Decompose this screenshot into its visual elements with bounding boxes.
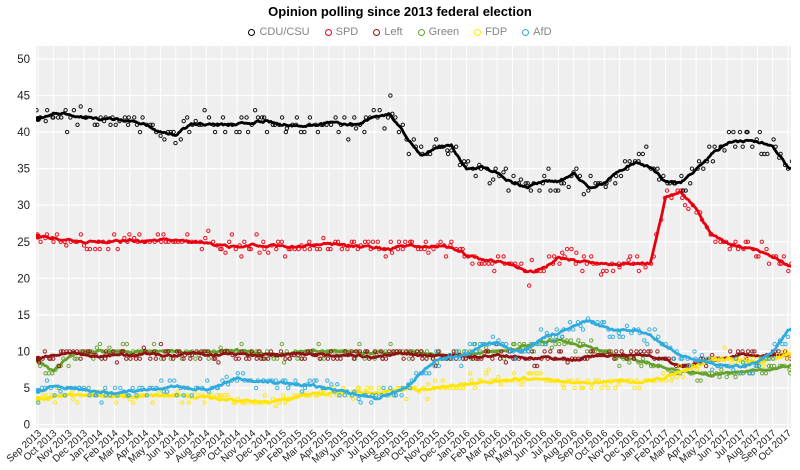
election-result-dot bbox=[36, 233, 41, 240]
legend-label: SPD bbox=[335, 26, 359, 38]
election-result-dot bbox=[36, 355, 41, 362]
election-result-dot bbox=[36, 387, 41, 394]
legend-marker-icon bbox=[522, 28, 530, 36]
y-tick-label: 25 bbox=[17, 237, 30, 249]
y-tick-label: 30 bbox=[17, 200, 30, 212]
legend-label: Left bbox=[384, 26, 403, 38]
y-tick-label: 10 bbox=[17, 346, 30, 358]
y-tick-label: 40 bbox=[17, 127, 30, 139]
legend-marker-icon bbox=[417, 28, 425, 36]
legend-label: FDP bbox=[485, 26, 508, 38]
series-spd bbox=[36, 181, 791, 288]
y-tick-label: 0 bbox=[24, 420, 30, 432]
legend-item-spd: SPD bbox=[324, 26, 359, 38]
y-tick-label: 50 bbox=[17, 54, 30, 66]
legend: CDU/CSU SPD Left Green FDP AfD bbox=[0, 26, 800, 38]
series-cdu-csu bbox=[36, 93, 791, 197]
legend-marker-icon bbox=[373, 28, 381, 36]
y-tick-label: 15 bbox=[17, 310, 30, 322]
legend-marker-icon bbox=[324, 28, 332, 36]
election-result-dot bbox=[36, 395, 41, 402]
series-afd bbox=[36, 316, 791, 405]
y-tick-label: 35 bbox=[17, 164, 30, 176]
series-plot-area bbox=[36, 93, 791, 409]
legend-item-cdu-csu: CDU/CSU bbox=[248, 26, 310, 38]
chart-title: Opinion polling since 2013 federal elect… bbox=[268, 4, 532, 19]
y-axis-labels: 0 5 10 15 20 25 30 35 40 45 50 bbox=[17, 54, 30, 432]
legend-item-left: Left bbox=[373, 26, 403, 38]
legend-item-afd: AfD bbox=[522, 26, 552, 38]
election-result-dot bbox=[36, 115, 41, 122]
legend-label: CDU/CSU bbox=[259, 26, 310, 38]
legend-item-green: Green bbox=[417, 26, 460, 38]
legend-label: AfD bbox=[533, 26, 552, 38]
y-tick-label: 45 bbox=[17, 91, 30, 103]
y-tick-label: 5 bbox=[24, 383, 30, 395]
legend-marker-icon bbox=[474, 28, 482, 36]
y-tick-label: 20 bbox=[17, 273, 30, 285]
legend-label: Green bbox=[428, 26, 460, 38]
legend-item-fdp: FDP bbox=[474, 26, 507, 38]
legend-marker-icon bbox=[248, 28, 256, 36]
